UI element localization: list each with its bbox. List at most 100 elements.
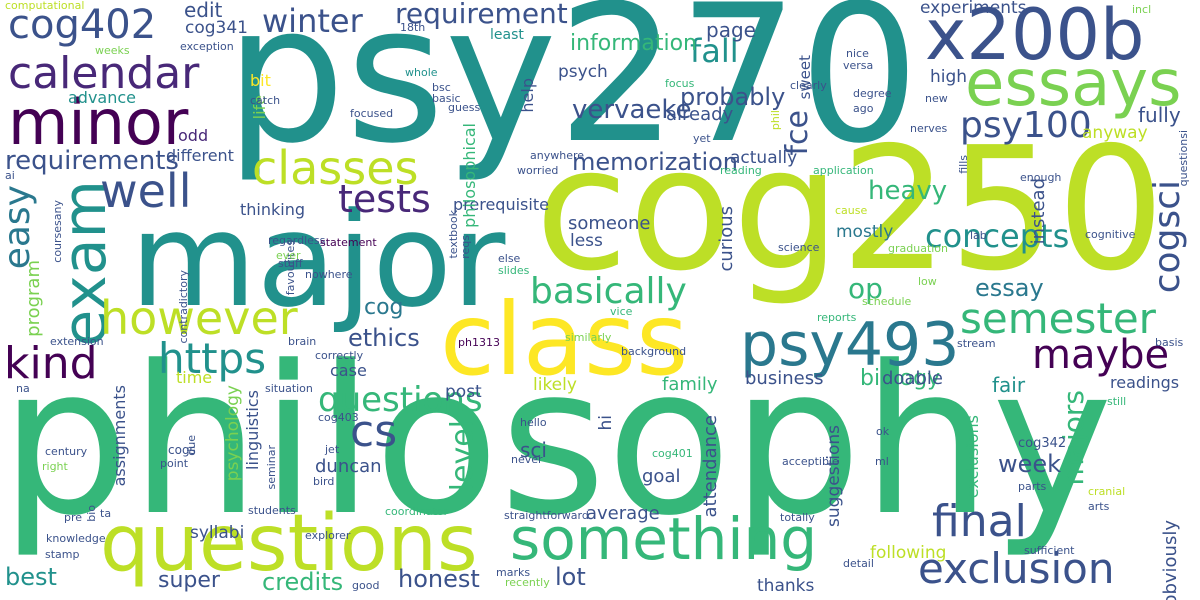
cloud-word-high: experiments: [920, 0, 1027, 18]
cloud-word-vice: similarly: [565, 331, 612, 344]
cloud-word-ml: acceptible: [782, 455, 839, 468]
cloud-word-major: major: [130, 184, 506, 336]
cloud-word-na: background: [621, 345, 687, 358]
cloud-word-cog403: ph1313: [458, 336, 500, 349]
cloud-word-phil: clearly: [790, 79, 827, 92]
cloud-word-cognitive: graduation: [888, 242, 949, 255]
cloud-word-help: least: [490, 27, 524, 43]
cloud-word-concepts: op: [848, 272, 883, 305]
cloud-word-new: ago: [853, 102, 874, 115]
cloud-word-page: information: [570, 31, 697, 56]
cloud-word-fair: sci: [520, 438, 547, 462]
cloud-word-average: program: [23, 260, 44, 337]
cloud-word-psy270: psy270: [225, 0, 920, 185]
cloud-word-duncan: fair: [992, 373, 1026, 397]
cloud-word-odd: help: [518, 78, 537, 113]
cloud-word-mostly: someone: [568, 213, 651, 234]
cloud-word-cog250: cog250: [535, 111, 1165, 309]
cloud-word-syllabi: thinking: [240, 200, 306, 219]
cloud-word-less: mostly: [836, 222, 894, 242]
cloud-word-program: curious: [716, 206, 737, 272]
cloud-word-life: bit: [250, 71, 271, 90]
cloud-word-super: edit: [184, 0, 223, 22]
cloud-word-ok: ml: [875, 455, 889, 468]
cloud-word-ta: bio: [85, 505, 98, 522]
cloud-word-psy100: psy100: [960, 105, 1092, 146]
cloud-word-doable: actually: [730, 148, 798, 168]
cloud-word-worried: anywhere: [530, 149, 585, 162]
cloud-word-however: however: [100, 291, 298, 345]
cloud-word-bit: high: [930, 67, 968, 87]
cloud-word-fault: sufficient: [1024, 544, 1075, 557]
cloud-word-yet: odd: [178, 126, 209, 145]
cloud-word-due: point: [160, 457, 189, 470]
cloud-word-essays: essays: [965, 47, 1182, 121]
cloud-word-enough: cause: [835, 204, 868, 217]
cloud-word-thinking: prerequisite: [453, 195, 549, 214]
cloud-word-detail: good: [352, 579, 380, 592]
cloud-word-marks: stamp: [45, 548, 80, 561]
cloud-word-https: https: [158, 334, 267, 383]
cloud-word-already: duncan: [315, 456, 382, 477]
cloud-word-nowhere: stuff: [278, 257, 303, 270]
cloud-word-x200b: x200b: [925, 0, 1145, 76]
cloud-word-readings: already: [666, 104, 734, 125]
cloud-word-century: never: [511, 453, 543, 466]
cloud-word-linguistics: psychology: [223, 385, 243, 482]
cloud-word-straightforward: coordinator: [385, 505, 449, 518]
cloud-word-least: sweet: [796, 55, 814, 100]
cloud-word-clearly: worried: [517, 164, 559, 177]
cloud-word-versa: nice: [846, 47, 869, 60]
cloud-word-extension: low: [918, 275, 937, 288]
cloud-word-cog-small: week: [998, 450, 1062, 478]
cloud-word-actually: obviously: [1160, 520, 1181, 600]
cloud-word-edit: fully: [1138, 103, 1181, 127]
cloud-word-acceptible: seminar: [265, 445, 278, 490]
cloud-word-level: probably: [680, 83, 786, 111]
cloud-word-cog342: cog401: [652, 447, 693, 460]
cloud-word-time: case: [330, 361, 367, 380]
cloud-word-curious: cog341: [185, 18, 248, 38]
cloud-word-seminar: bird: [313, 475, 335, 488]
cloud-word-vervaeke: memorization: [572, 148, 739, 176]
cloud-word-else: nowhere: [305, 268, 353, 281]
cloud-word-cogsci: cogsci: [1147, 180, 1188, 294]
cloud-word-still: basis: [1155, 336, 1184, 349]
cloud-word-recently: marks: [496, 566, 531, 579]
cloud-word-cs: cs: [350, 406, 398, 457]
cloud-word-similarly: correctly: [315, 349, 364, 362]
cloud-word-information: thanks: [757, 576, 815, 596]
cloud-word-basic: bsc: [432, 81, 451, 94]
cloud-word-business: family: [662, 374, 718, 395]
cloud-word-questions-large: questions: [100, 499, 478, 589]
cloud-word-right: century: [45, 445, 88, 458]
cloud-word-background: stream: [957, 337, 996, 350]
cloud-word-incl: 18th: [400, 21, 426, 34]
cloud-word-op: fall: [690, 32, 739, 70]
cloud-word-majors: best: [5, 563, 57, 591]
cloud-word-application: reading: [720, 164, 762, 177]
cloud-word-guess: basic: [432, 92, 461, 105]
cloud-word-never: hello: [520, 416, 547, 429]
cloud-word-explorer: knowledge: [46, 532, 106, 545]
cloud-word-ever: contradictory: [177, 270, 190, 344]
cloud-word-fully: page: [706, 18, 756, 42]
cloud-word-well: well: [100, 164, 192, 218]
cloud-word-ai: coursesany: [51, 200, 64, 263]
cloud-word-thanks: honest: [398, 565, 480, 593]
cloud-word-schedule: vice: [610, 305, 633, 318]
cloud-word-philosophy: philosophy: [0, 323, 1113, 561]
cloud-word-cog341: psych: [558, 62, 608, 82]
cloud-word-graduation: science: [778, 241, 820, 254]
cloud-word-correctly: brain: [288, 335, 317, 348]
cloud-word-bsc: catch: [250, 94, 281, 107]
cloud-word-case: post: [445, 382, 482, 402]
cloud-word-weeks: incl: [1132, 3, 1152, 16]
cloud-word-cog402: cog402: [8, 2, 157, 48]
cloud-word-basis: situation: [265, 382, 313, 395]
cloud-word-nice: nerves: [910, 122, 948, 135]
cloud-word-instead: anyway: [1082, 123, 1148, 143]
cloud-word-18th: computational: [5, 0, 85, 12]
cloud-word-obviously: instead: [1028, 178, 1049, 245]
